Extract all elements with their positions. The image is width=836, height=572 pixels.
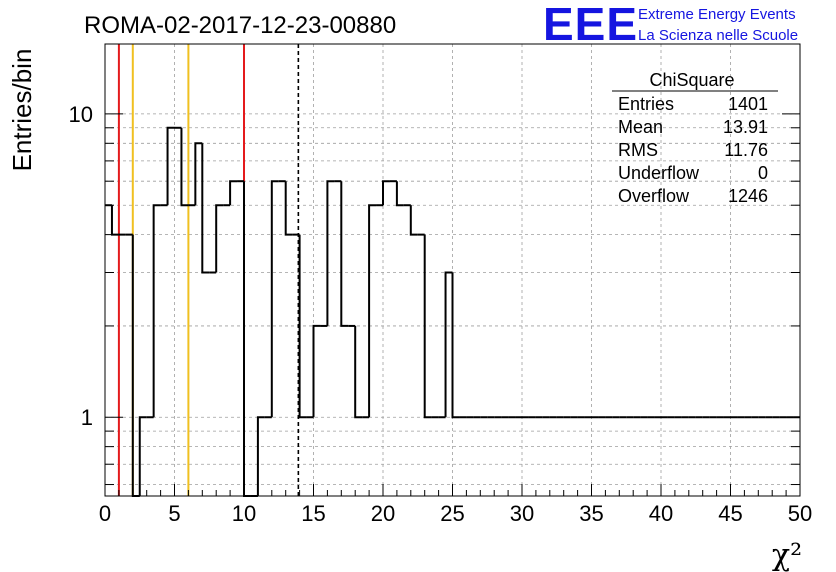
- histogram-bin: [229, 180, 238, 206]
- y-tick-label: 10: [69, 102, 93, 127]
- histogram-bin: [312, 324, 321, 418]
- stats-row-value: 1401: [728, 94, 768, 114]
- eee-logo: EEE Extreme Energy Events La Scienza nel…: [543, 0, 798, 50]
- x-tick-labels: 0 5 10 15 20 25 30 35 40 45 50: [99, 501, 812, 526]
- histogram-bin: [284, 181, 293, 236]
- histogram-bin: [180, 127, 189, 207]
- stats-row-label: RMS: [618, 140, 658, 160]
- x-axis-label: χ²: [772, 538, 802, 572]
- histogram-bin: [243, 181, 251, 497]
- y-axis-label: Entries/bin: [7, 49, 37, 172]
- x-tick-label: 50: [788, 501, 812, 526]
- x-tick-label: 20: [371, 501, 395, 526]
- x-tick-label: 5: [168, 501, 180, 526]
- histogram-bin: [298, 234, 307, 419]
- histogram-bin: [215, 204, 224, 273]
- histogram-bin: [152, 204, 161, 418]
- histogram-bin: [340, 181, 349, 327]
- eee-logo-line2: La Scienza nelle Scuole: [638, 27, 798, 44]
- stats-row-value: 13.91: [723, 117, 768, 137]
- stats-row-label: Entries: [618, 94, 674, 114]
- histogram-bin: [409, 205, 418, 236]
- histogram-bin: [270, 180, 279, 418]
- chart-title: ROMA-02-2017-12-23-00880: [84, 12, 396, 39]
- grid-lines: [105, 44, 800, 496]
- x-tick-label: 25: [440, 501, 464, 526]
- x-tick-label: 0: [99, 501, 111, 526]
- stats-row-value: 0: [758, 163, 768, 183]
- x-tick-label: 30: [510, 501, 534, 526]
- histogram-bin: [354, 325, 363, 419]
- histogram-bin: [451, 272, 460, 419]
- x-tick-label: 40: [649, 501, 673, 526]
- histogram-bin: [201, 143, 210, 274]
- stats-row-value: 11.76: [724, 140, 768, 160]
- y-tick-label: 1: [81, 405, 93, 430]
- stats-box: ChiSquare Entries 1401 Mean 13.91 RMS 11.76 Un…: [612, 70, 778, 206]
- histogram-bin: [194, 142, 203, 206]
- x-tick-label: 10: [232, 501, 256, 526]
- histogram-bin: [138, 416, 147, 496]
- histogram-bin: [395, 181, 404, 207]
- histogram-bin: [131, 234, 140, 497]
- stats-row-value: 1246: [728, 186, 768, 206]
- stats-row-label: Overflow: [618, 186, 690, 206]
- x-tick-label: 15: [301, 501, 325, 526]
- y-tick-labels: 1 10: [69, 102, 93, 430]
- eee-logo-mark: EEE: [543, 0, 638, 50]
- histogram-bin: [444, 271, 453, 418]
- eee-logo-line1: Extreme Energy Events: [638, 6, 796, 23]
- histogram-bin: [382, 180, 390, 206]
- axis-ticks: [104, 113, 801, 496]
- stats-row-label: Mean: [618, 117, 663, 137]
- histogram-bin: [256, 416, 265, 496]
- x-tick-label: 35: [579, 501, 603, 526]
- histogram-bin: [368, 204, 377, 418]
- histogram-bin: [166, 126, 175, 206]
- x-tick-label: 45: [718, 501, 742, 526]
- histogram-bin: [110, 205, 119, 236]
- histogram-bin: [423, 234, 432, 419]
- stats-row-label: Underflow: [618, 163, 700, 183]
- histogram-bin: [326, 180, 335, 326]
- stats-box-title: ChiSquare: [649, 70, 734, 90]
